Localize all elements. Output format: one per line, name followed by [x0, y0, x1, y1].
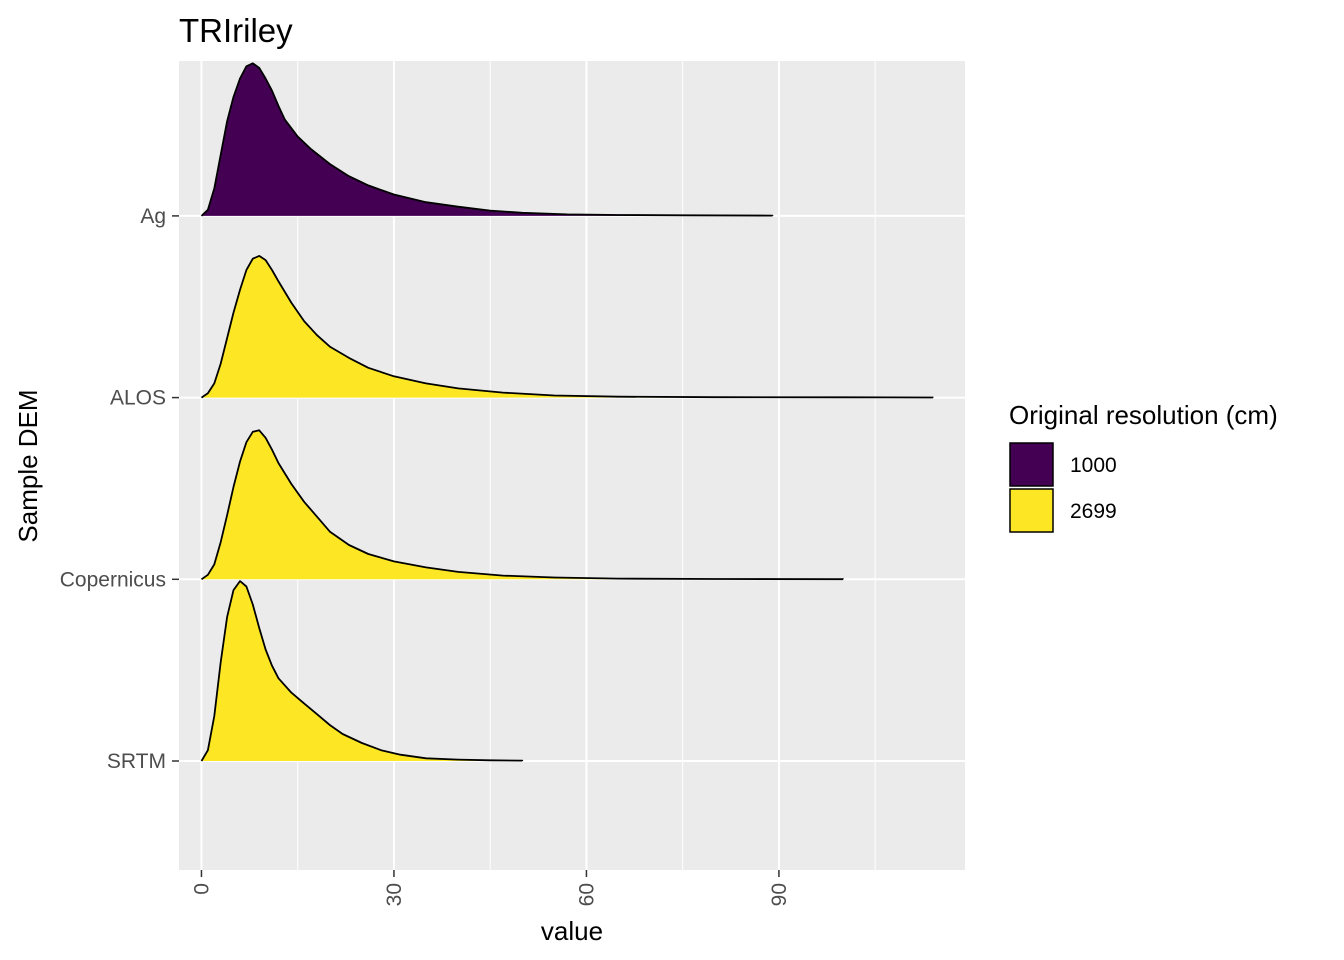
- y-tick-label: Copernicus: [60, 568, 166, 591]
- legend-items: 1000 2699: [1009, 442, 1117, 533]
- ridge-area-ag: [201, 63, 773, 216]
- y-tick-label: Ag: [140, 205, 166, 228]
- chart-title: TRIriley: [179, 12, 293, 49]
- ridge-outline-alos: [200, 255, 934, 399]
- y-tick-label: ALOS: [110, 387, 166, 410]
- legend-title: Original resolution (cm): [1009, 400, 1278, 430]
- x-axis-title: value: [541, 916, 603, 946]
- x-tick-label: 30: [383, 883, 406, 906]
- legend-key-label: 1000: [1070, 454, 1117, 477]
- x-tick-label: 60: [575, 883, 598, 906]
- legend-key-swatch: [1009, 442, 1054, 487]
- ridges: [200, 62, 934, 762]
- y-axis: Ag ALOS Copernicus SRTM: [60, 205, 179, 773]
- ridge-area-srtm: [201, 581, 523, 761]
- legend-key-swatch: [1009, 488, 1054, 533]
- x-axis: 0 30 60 90: [190, 870, 791, 906]
- x-tick-label: 90: [768, 883, 791, 906]
- y-tick-label: SRTM: [107, 750, 166, 773]
- ridge-area-copernicus: [201, 430, 844, 580]
- ridge-outline-ag: [200, 62, 774, 217]
- legend-key-label: 2699: [1070, 500, 1117, 523]
- ridge-outline-srtm: [200, 580, 524, 762]
- y-axis-title: Sample DEM: [13, 389, 43, 542]
- ridge-outline-copernicus: [200, 429, 844, 581]
- legend: Original resolution (cm) 1000 2699: [1009, 400, 1278, 533]
- x-tick-label: 0: [190, 883, 213, 895]
- ridge-area-alos: [201, 255, 933, 398]
